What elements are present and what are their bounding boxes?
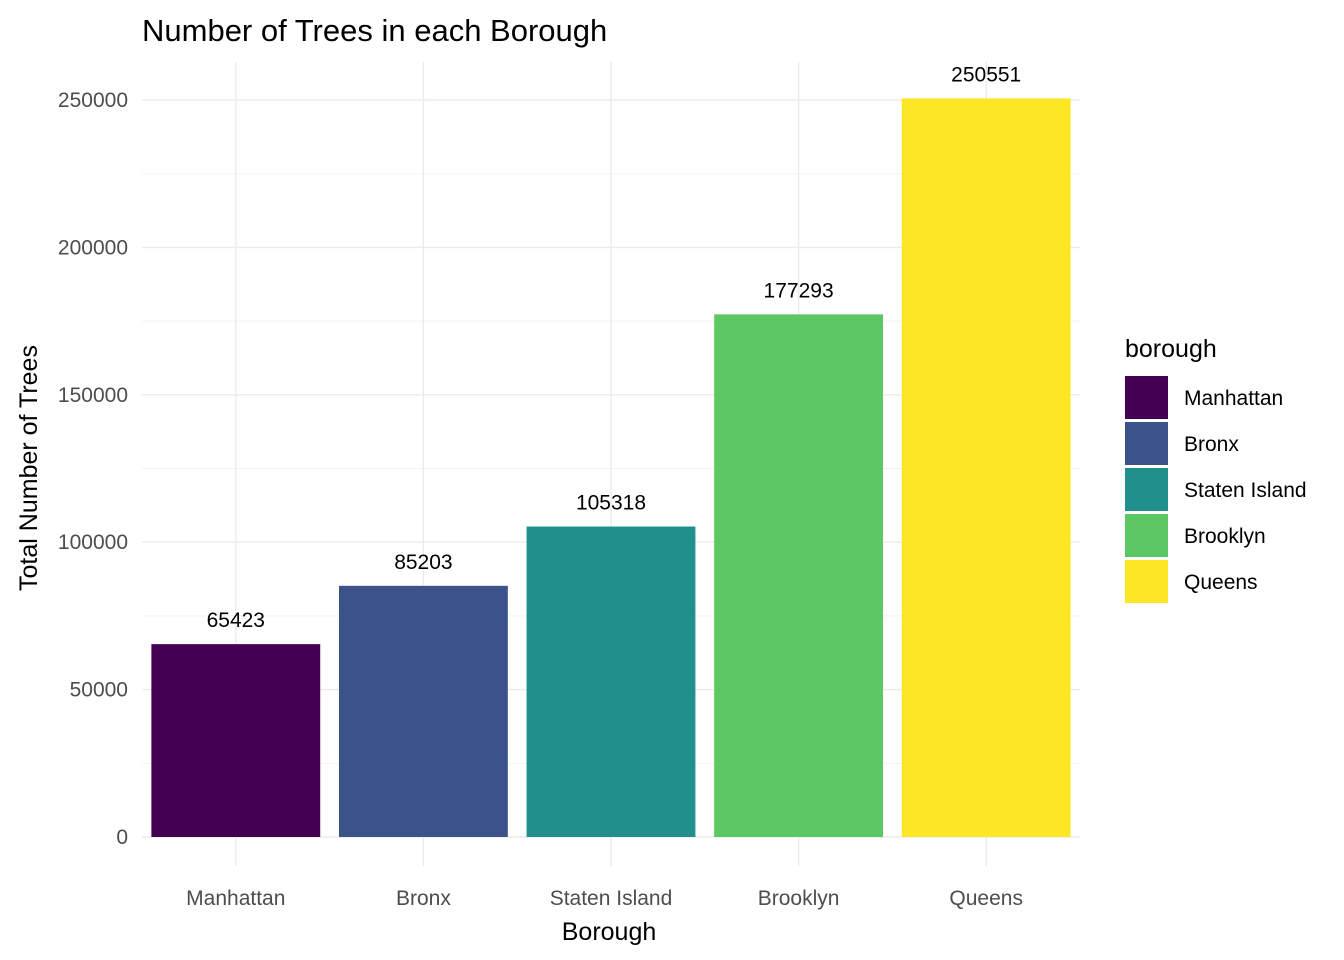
y-tick-label: 150000 xyxy=(58,384,128,407)
bar-staten-island xyxy=(526,526,696,837)
bar-bronx xyxy=(338,585,508,837)
y-tick-label: 0 xyxy=(116,826,128,849)
legend-items: Manhattan Bronx Staten Island Brooklyn Queen… xyxy=(1125,376,1307,603)
data-label: 85203 xyxy=(394,551,452,574)
legend-key xyxy=(1125,560,1168,603)
y-axis-ticks: 0 50000 100000 150000 200000 250000 xyxy=(58,89,128,849)
legend-key xyxy=(1125,422,1168,465)
legend-title: borough xyxy=(1125,335,1217,363)
data-label: 65423 xyxy=(207,609,265,632)
data-label: 177293 xyxy=(764,279,834,302)
legend-key xyxy=(1125,376,1168,419)
y-tick-label: 250000 xyxy=(58,89,128,112)
legend-key xyxy=(1125,468,1168,511)
chart-title: Number of Trees in each Borough xyxy=(142,13,607,48)
x-tick-label: Manhattan xyxy=(186,887,285,910)
x-axis-title: Borough xyxy=(562,918,657,946)
legend-label: Bronx xyxy=(1184,433,1239,456)
bar-manhattan xyxy=(151,644,321,837)
legend-label: Brooklyn xyxy=(1184,525,1266,548)
y-tick-label: 100000 xyxy=(58,531,128,554)
legend-key xyxy=(1125,514,1168,557)
legend-label: Staten Island xyxy=(1184,479,1307,502)
bar-queens xyxy=(901,98,1071,837)
x-tick-label: Bronx xyxy=(396,887,451,910)
data-label: 105318 xyxy=(576,492,646,515)
legend-label: Queens xyxy=(1184,571,1258,594)
x-tick-label: Brooklyn xyxy=(758,887,840,910)
data-labels: 65423 85203 105318 177293 250551 xyxy=(207,63,1022,632)
x-tick-label: Staten Island xyxy=(550,887,673,910)
legend-label: Manhattan xyxy=(1184,387,1283,410)
y-axis-title: Total Number of Trees xyxy=(15,345,43,591)
x-tick-label: Queens xyxy=(949,887,1023,910)
bar-brooklyn xyxy=(714,314,884,838)
y-tick-label: 200000 xyxy=(58,236,128,259)
bars xyxy=(151,98,1071,838)
y-tick-label: 50000 xyxy=(70,679,128,702)
data-label: 250551 xyxy=(951,63,1021,86)
legend: borough Manhattan Bronx Staten Island Brook… xyxy=(1125,335,1307,603)
x-axis-ticks: Manhattan Bronx Staten Island Brooklyn Queen… xyxy=(186,887,1023,910)
